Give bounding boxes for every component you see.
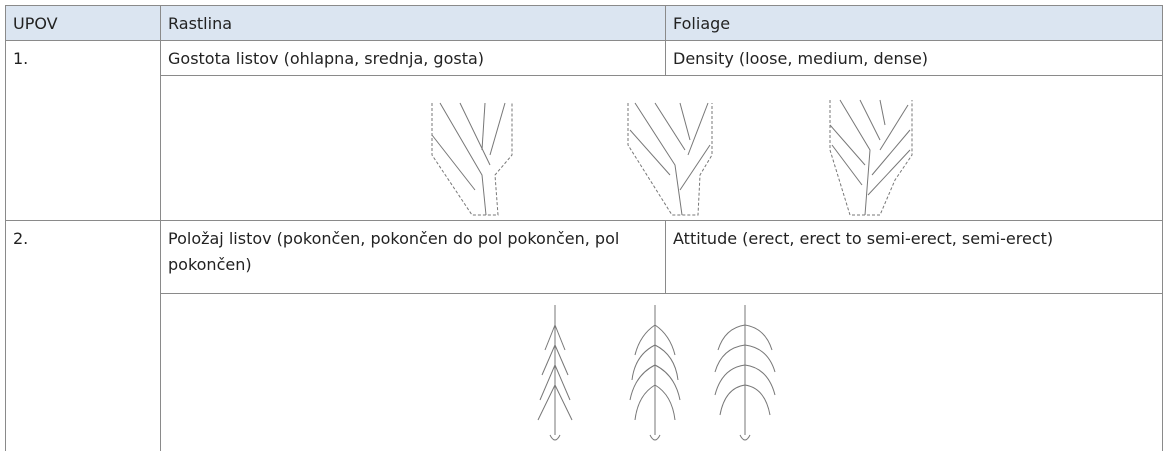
border: [665, 5, 666, 75]
border: [160, 75, 1163, 76]
cell: Gostota listov (ohlapna, srednja, gosta): [168, 49, 485, 68]
cell: Položaj listov (pokončen, pokončen do po…: [168, 229, 620, 274]
border: [1162, 5, 1163, 451]
border: [160, 293, 1163, 294]
cell: Attitude (erect, erect to semi-erect, se…: [673, 229, 1054, 248]
border: [5, 40, 1163, 41]
header-cell: Rastlina: [168, 14, 233, 33]
density-illustration: [431, 99, 913, 216]
header-cell: Foliage: [673, 14, 731, 33]
attitude-illustration: [537, 305, 776, 441]
border: [5, 220, 1163, 221]
cell: Density (loose, medium, dense): [673, 49, 929, 68]
cell: 2.: [13, 229, 29, 248]
border: [5, 5, 6, 451]
border: [5, 5, 1163, 6]
border: [665, 220, 666, 293]
cell: 1.: [13, 49, 29, 68]
header-cell: UPOV: [13, 14, 58, 33]
border: [160, 5, 161, 451]
header-background: [5, 5, 1162, 40]
